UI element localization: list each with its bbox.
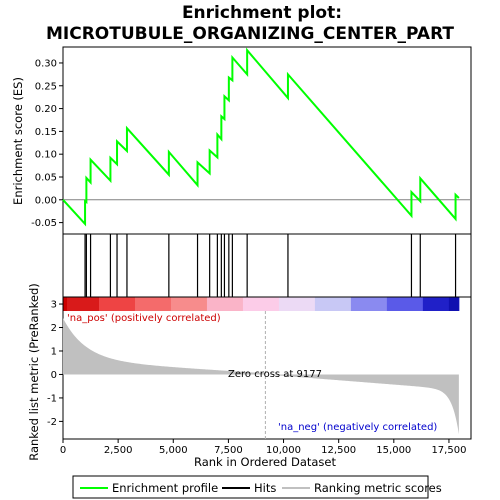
neg-label: 'na_neg' (negatively correlated) [278,422,437,433]
metric-tick-label: -1 [47,393,57,404]
rank-band [63,297,100,311]
metric-tick-label: -2 [47,417,57,428]
x-tick-label: 17,500 [431,445,466,456]
rank-band-top [63,297,67,311]
es-tick-label: 0.00 [35,195,57,206]
enrichment-profile-line [62,47,460,227]
es-tick-label: -0.05 [31,218,57,229]
x-tick-label: 15,000 [376,445,411,456]
rank-band [350,297,388,311]
rank-band [170,297,208,311]
y-axis-label-es: Enrichment score (ES) [11,77,25,205]
es-panel [62,46,472,235]
rank-band-end [448,297,459,311]
x-tick-label: 2,500 [104,445,133,456]
es-tick-label: 0.25 [35,81,57,92]
rank-color-bar [63,297,460,311]
legend-hits-label: Hits [254,481,276,495]
chart-title-line1: Enrichment plot: [182,3,342,23]
legend: Enrichment profile Hits Ranking metric s… [72,475,442,499]
metric-tick-label: 0 [51,370,57,381]
metric-tick-label: 2 [51,323,57,334]
legend-es-label: Enrichment profile [112,481,218,495]
rank-band [134,297,172,311]
pos-label: 'na_pos' (positively correlated) [67,313,221,324]
x-tick-label: 12,500 [321,445,356,456]
es-tick-label: 0.30 [35,58,57,69]
ranking-metric-area [63,318,459,435]
x-axis-label: Rank in Ordered Dataset [194,455,337,469]
rank-band [206,297,244,311]
x-tick-label: 7,500 [214,445,243,456]
rank-band [278,297,316,311]
hits-panel [62,233,472,298]
es-tick-label: 0.05 [35,172,57,183]
y-axis-label-metric: Ranked list metric (PreRanked) [27,283,41,461]
metric-tick-label: 1 [51,346,57,357]
chart-title-line2: MICROTUBULE_ORGANIZING_CENTER_PART [46,24,454,44]
rank-band [242,297,280,311]
x-tick-label: 10,000 [266,445,301,456]
x-tick-label: 5,000 [159,445,188,456]
es-tick-label: 0.20 [35,104,57,115]
x-tick-label: 0 [60,445,66,456]
rank-band [386,297,424,311]
es-tick-label: 0.10 [35,150,57,161]
rank-band [314,297,352,311]
rank-band [98,297,136,311]
legend-metric-label: Ranking metric scores [314,481,442,495]
es-tick-label: 0.15 [35,127,57,138]
zero-cross-label: Zero cross at 9177 [228,369,322,380]
metric-tick-label: 3 [51,300,57,311]
